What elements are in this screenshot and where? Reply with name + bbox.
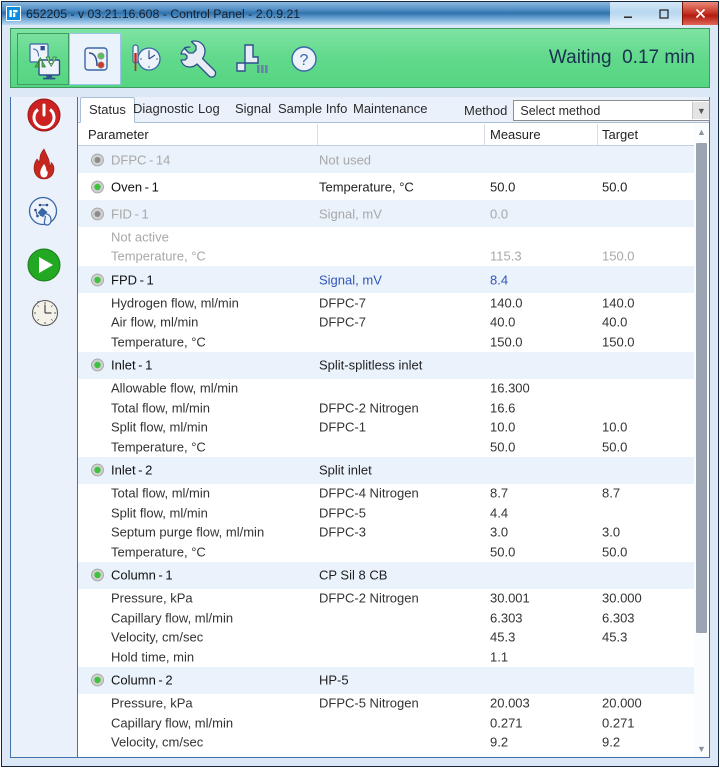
svg-text:?: ?	[300, 52, 309, 69]
